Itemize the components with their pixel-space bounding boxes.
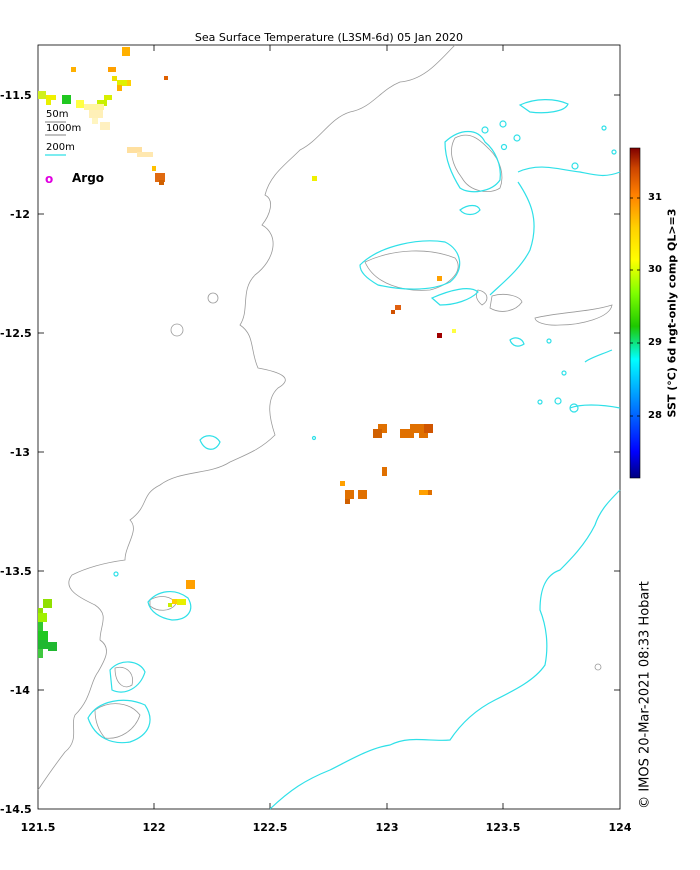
colorbar-ticks [630, 197, 640, 417]
land-outline [37, 44, 613, 791]
x-tick-label: 122 [142, 821, 166, 834]
legend-argo-label: Argo [72, 171, 105, 185]
map-title: Sea Surface Temperature (L3SM-6d) 05 Jan… [194, 31, 464, 44]
x-tick-label: 123.5 [485, 821, 521, 834]
y-tick-label: -13.5 [0, 565, 32, 578]
colorbar [629, 147, 641, 479]
sst-pixels [38, 47, 456, 658]
colorbar-tick-label: 28 [648, 410, 662, 421]
x-tick-label: 122.5 [252, 821, 288, 834]
legend-50m-label: 50m [46, 109, 69, 120]
credit-text: © IMOS 20-Mar-2021 08:33 Hobart [637, 581, 653, 809]
colorbar-tick-label: 30 [648, 264, 662, 275]
axis-ticks [38, 45, 620, 809]
y-tick-label: -11.5 [0, 89, 32, 102]
y-tick-label: -13 [10, 446, 30, 459]
y-tick-label: -14.5 [0, 803, 32, 816]
legend-200m-label: 200m [46, 142, 75, 153]
colorbar-tick-label: 31 [648, 192, 662, 203]
isobath-200m [87, 99, 621, 810]
colorbar-tick-label: 29 [648, 337, 662, 348]
colorbar-label: SST (°C) 6d ngt-only comp QL>=3 [665, 208, 679, 418]
plot-frame [37, 44, 621, 810]
x-tick-label: 121.5 [20, 821, 56, 834]
y-tick-label: -12.5 [0, 327, 32, 340]
legend-1000m-label: 1000m [46, 123, 82, 134]
legend-lines [45, 121, 66, 156]
y-tick-label: -14 [10, 684, 30, 697]
x-tick-label: 124 [608, 821, 632, 834]
argo-marker-icon: o [45, 172, 54, 186]
x-tick-label: 123 [375, 821, 399, 834]
y-tick-label: -12 [10, 208, 30, 221]
